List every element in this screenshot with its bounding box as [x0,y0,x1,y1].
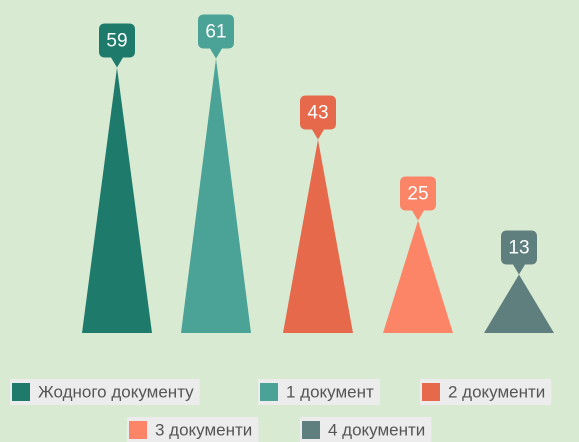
legend-swatch [12,383,30,401]
value-label: 25 [407,184,428,205]
legend-item: 3 документи [127,417,259,442]
legend-label: 2 документи [448,382,545,401]
value-bubble [198,14,234,59]
legend-item: 2 документи [420,379,552,405]
legend-label: 4 документи [328,420,425,439]
value-label: 59 [106,31,127,52]
value-label: 61 [205,22,226,43]
value-label: 43 [307,103,328,124]
legend-swatch [422,383,440,401]
triangle-bar [283,139,353,333]
value-bubble [300,95,336,140]
triangle-bar [383,220,453,333]
legend-swatch [302,421,320,439]
legend-bg [258,379,380,405]
triangle-bar [181,58,251,333]
legend-label: 1 документ [286,382,374,401]
value-bubble [99,23,135,68]
value-bubble [501,230,537,275]
triangle-bar [82,67,152,333]
legend-swatch [129,421,147,439]
legend-bg [10,379,200,405]
legend-bg [127,417,259,442]
legend-item: 1 документ [258,379,380,405]
legend-label: 3 документи [155,420,252,439]
legend-bg [420,379,552,405]
legend-item: 4 документи [300,417,432,442]
legend-bg [300,417,432,442]
legend-swatch [260,383,278,401]
value-label: 13 [508,238,529,259]
triangle-bar [484,274,554,333]
legend-label: Жодного документу [38,382,194,401]
value-bubble [400,176,436,221]
legend-item: Жодного документу [10,379,200,405]
